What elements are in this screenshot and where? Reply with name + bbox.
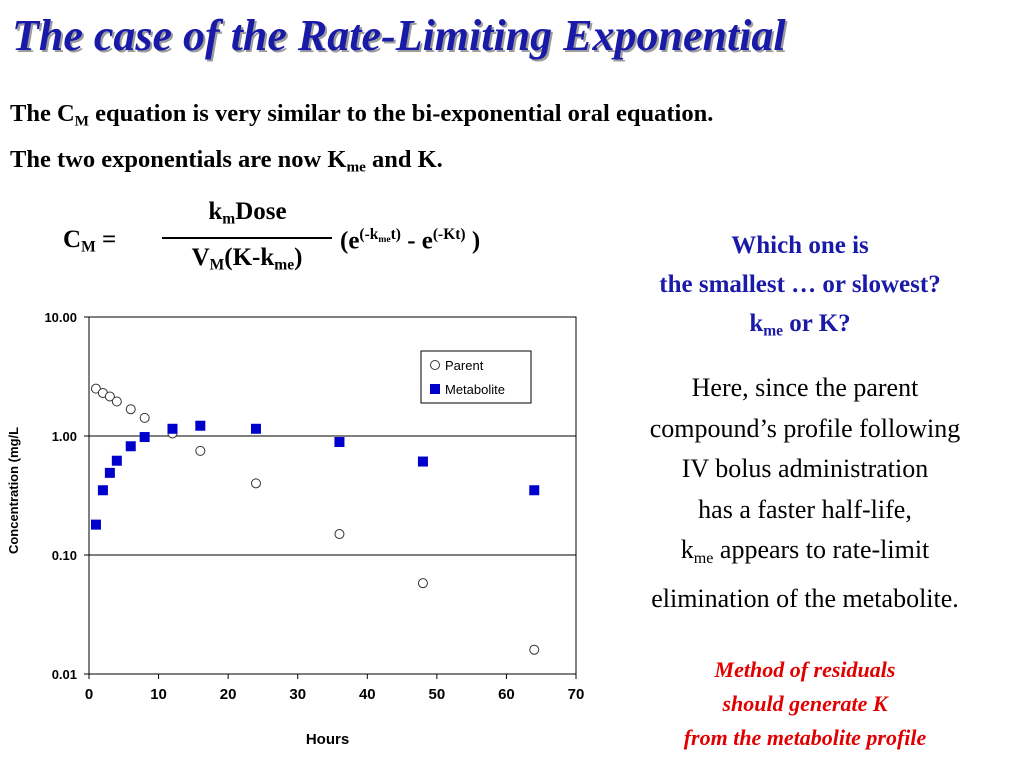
question-line-3-k: k (749, 310, 764, 337)
y-tick-label: 1.00 (52, 429, 77, 444)
metabolite-point (167, 423, 178, 434)
intro-line-2-pre: The two exponentials are now K (10, 145, 347, 173)
question-line-2: the smallest … or slowest? (659, 271, 941, 298)
explanation-line-1: Here, since the parent (691, 373, 919, 402)
parent-point (111, 396, 122, 407)
parent-point (334, 529, 345, 540)
eq-rhs-exp1-b: t) (390, 226, 401, 243)
eq-lhs-sub: M (81, 238, 96, 256)
legend-label-parent: Parent (445, 358, 484, 373)
metabolite-point (417, 456, 428, 467)
x-tick-label: 20 (220, 686, 237, 703)
x-tick-label: 40 (359, 686, 376, 703)
eq-den-close: ) (294, 244, 303, 271)
intro-line-1-sub: M (74, 112, 90, 130)
x-tick-label: 0 (85, 686, 93, 703)
y-tick-label: 0.01 (52, 667, 77, 682)
metabolite-point (139, 432, 150, 443)
intro-line-2-post: and K. (365, 145, 443, 173)
x-tick-label: 70 (568, 686, 585, 703)
metabolite-point (250, 423, 261, 434)
chart-legend (420, 350, 532, 404)
equation-numerator: kmDose (165, 198, 330, 229)
eq-den-mid: (K-k (224, 244, 275, 271)
explanation-line-5-post: appears to rate-limit (713, 535, 930, 564)
eq-rhs-open: (e (340, 227, 360, 255)
metabolite-point (195, 420, 206, 431)
metabolite-point (90, 519, 101, 530)
explanation-line-3: IV bolus administration (681, 454, 929, 483)
eq-lhs-c: C (63, 226, 82, 253)
equation-denominator: VM(K-kme) (162, 244, 332, 275)
eq-rhs-close: ) (465, 227, 481, 255)
intro-line-1-post: equation is very similar to the bi-expon… (89, 100, 714, 127)
equation-lhs: CM = (63, 226, 116, 257)
parent-point (139, 412, 150, 423)
legend-marker-metabolite (430, 384, 440, 394)
eq-rhs-exponent-2: (-Kt) (432, 226, 466, 243)
eq-rhs-exp1-sub: me (378, 233, 391, 245)
question-line-3-post: or K? (783, 310, 851, 337)
x-tick-label: 50 (429, 686, 446, 703)
explanation-line-5: kme appears to rate-limit (595, 530, 1015, 579)
x-tick-label: 60 (498, 686, 515, 703)
parent-point (125, 404, 136, 415)
intro-line-2-sub: me (346, 158, 366, 176)
x-tick-label: 30 (289, 686, 306, 703)
eq-rhs-exp1-a: (-k (359, 226, 379, 243)
question-line-3: kme or K? (595, 304, 1005, 351)
explanation-line-6: elimination of the metabolite. (651, 584, 959, 614)
parent-point (104, 391, 115, 402)
eq-num-k: k (208, 198, 223, 225)
explanation-line-5-sub: me (693, 549, 714, 567)
parent-point (250, 478, 261, 489)
eq-num-sub: m (222, 210, 236, 228)
explanation-line-2: compound’s profile following (649, 413, 961, 443)
y-tick-label: 10.00 (44, 310, 77, 325)
fraction-bar (162, 237, 332, 239)
metabolite-point (97, 485, 108, 496)
intro-line-1: The CM equation is very similar to the b… (10, 95, 713, 141)
x-tick-label: 10 (150, 686, 167, 703)
question-line-1: Which one is (731, 232, 869, 259)
y-tick-label: 0.10 (52, 548, 77, 563)
question-text: Which one is the smallest … or slowest? … (595, 226, 1005, 351)
explanation-text: Here, since the parent compound’s profil… (595, 368, 1015, 620)
intro-line-1-pre: The C (10, 100, 75, 127)
metabolite-point (111, 455, 122, 466)
explanation-line-5-k: k (680, 535, 694, 564)
metabolite-point (125, 441, 136, 452)
parent-point (417, 578, 428, 589)
intro-text: The CM equation is very similar to the b… (10, 95, 713, 186)
method-note: Method of residuals should generate K fr… (620, 653, 990, 755)
legend-label-metabolite: Metabolite (445, 382, 505, 397)
parent-point (195, 445, 206, 456)
metabolite-point (104, 467, 115, 478)
eq-lhs-equals: = (95, 226, 117, 253)
metabolite-point (529, 485, 540, 496)
eq-den-sub: me (274, 256, 295, 274)
method-line-2: should generate K (722, 691, 888, 716)
method-line-3: from the metabolite profile (683, 725, 927, 750)
legend-marker-parent (430, 360, 440, 370)
explanation-line-4: has a faster half-life, (698, 494, 912, 524)
eq-den-v: V (191, 244, 210, 271)
intro-line-2: The two exponentials are now Kme and K. (10, 141, 713, 187)
eq-den-v-sub: M (209, 256, 225, 274)
y-axis-label: Concentration (mg/L (6, 427, 21, 554)
eq-num-dose: Dose (235, 198, 287, 225)
metabolite-point (334, 437, 345, 448)
question-line-3-sub: me (763, 322, 784, 340)
concentration-chart: 0.01 0.10 1.00 10.00 0 10 20 30 40 50 60 70 Hours Con… (6, 310, 585, 748)
equation-rhs: (e(-kmet) - e(-Kt) ) (340, 226, 480, 255)
eq-rhs-minus: - e (400, 227, 433, 255)
method-line-1: Method of residuals (714, 657, 896, 682)
eq-rhs-exponent-1: (-kmet) (359, 226, 401, 245)
parent-point (529, 644, 540, 655)
slide-title: The case of the Rate-Limiting Exponentia… (12, 11, 786, 60)
x-axis-label: Hours (306, 731, 349, 748)
